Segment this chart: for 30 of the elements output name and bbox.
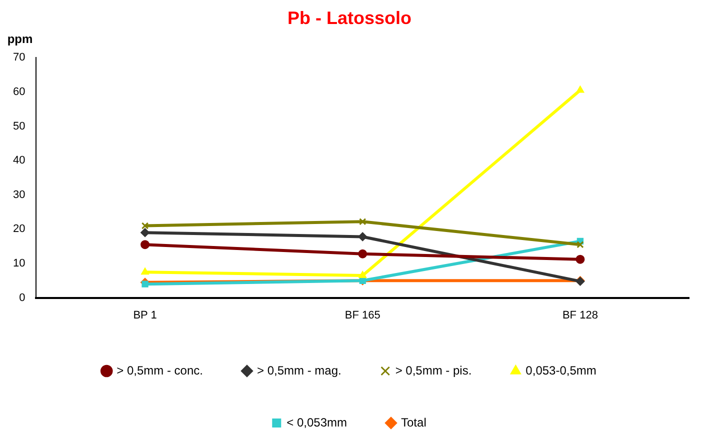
x-tick-label: BF 128: [562, 309, 598, 322]
point: [576, 254, 585, 264]
legend-label: > 0,5mm - conc.: [116, 363, 203, 378]
y-tick-label: 0: [19, 292, 26, 304]
y-tick-label: 40: [12, 154, 26, 167]
y-tick-label: 60: [12, 86, 26, 98]
point: [140, 240, 150, 250]
y-tick-label: 30: [12, 188, 26, 201]
legend-label: Total: [401, 415, 426, 430]
point: [576, 86, 584, 93]
legend-label: > 0,5mm - pis.: [395, 363, 472, 378]
point: [576, 241, 584, 248]
point: [141, 268, 149, 275]
point: [359, 218, 366, 226]
legend-label: < 0,053mm: [286, 415, 348, 430]
y-tick-label: 70: [12, 52, 26, 64]
legend-label: > 0,5mm - mag.: [256, 363, 342, 378]
point: [142, 280, 148, 288]
y-axis-title: ppm: [7, 32, 33, 46]
point: [358, 232, 368, 242]
legend-label: 0,053-0,5mm: [526, 363, 596, 378]
y-tick-label: 20: [12, 223, 26, 236]
chart-title: Pb - Latossolo: [287, 8, 412, 28]
point: [141, 222, 149, 230]
y-tick-label: 50: [12, 120, 26, 132]
point: [358, 249, 368, 258]
x-tick-label: BF 165: [344, 309, 380, 322]
point: [358, 270, 367, 278]
y-tick-label: 10: [12, 258, 26, 270]
x-tick-label: BP 1: [133, 309, 157, 322]
